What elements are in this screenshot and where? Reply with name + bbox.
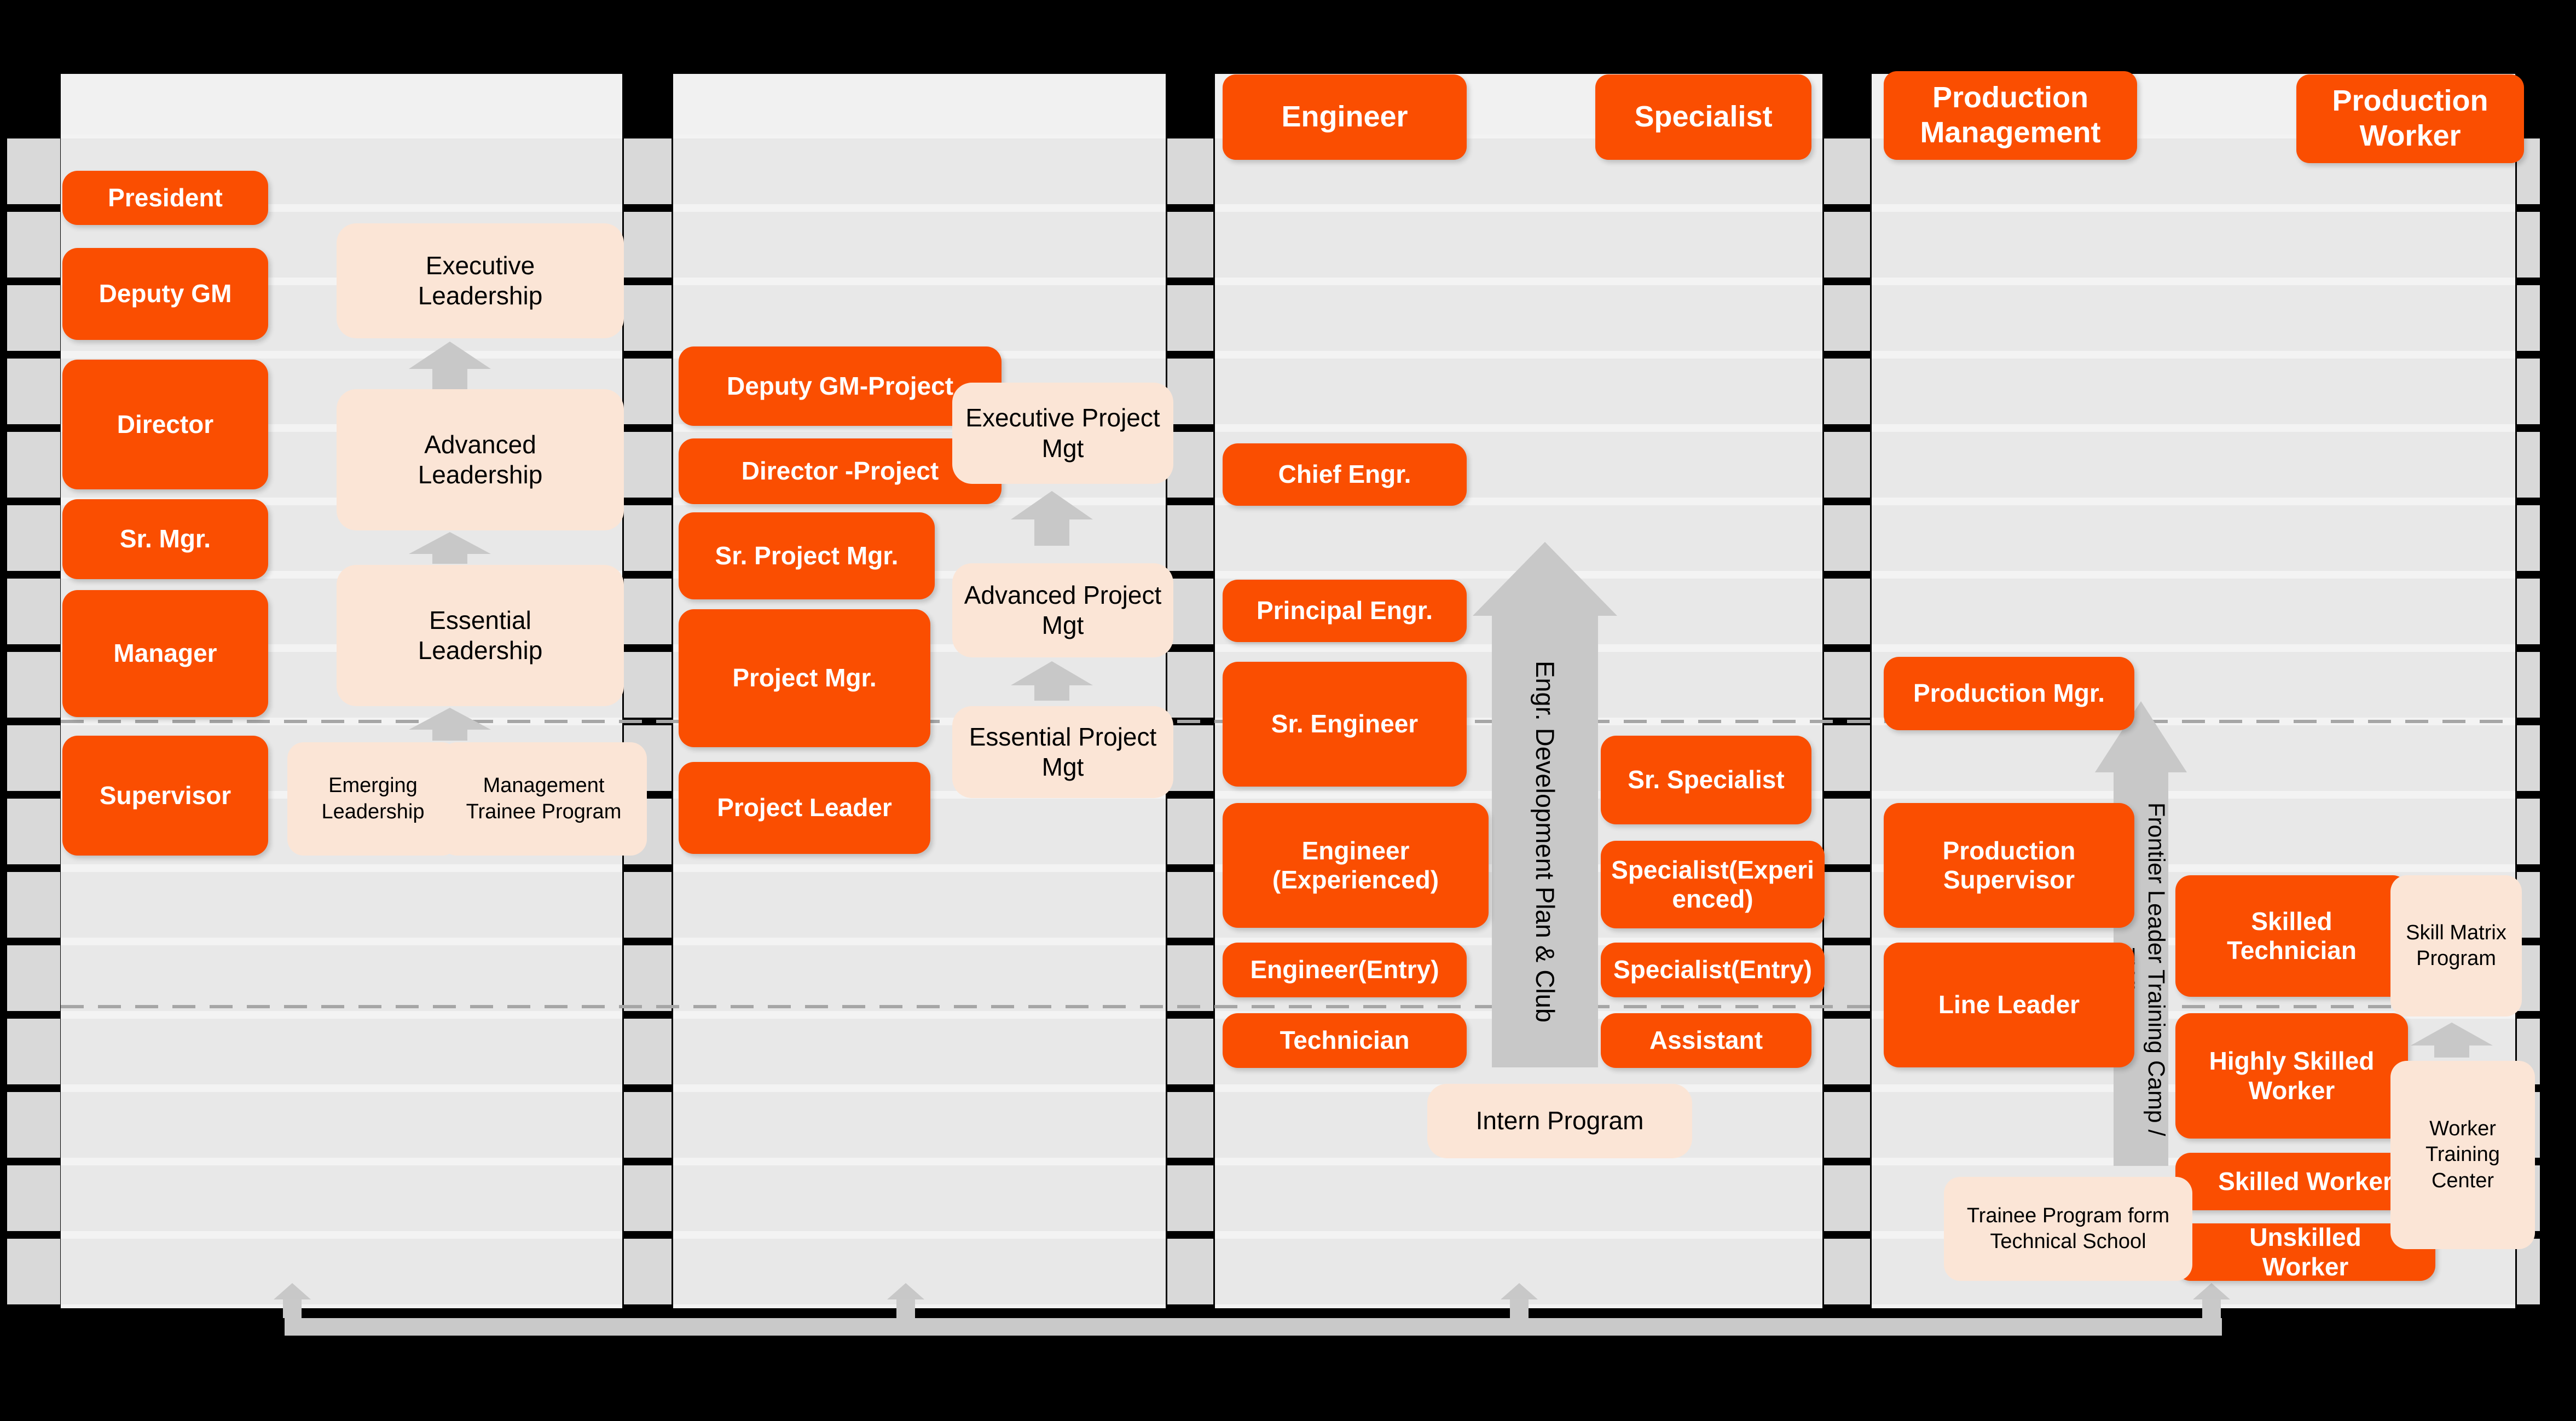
header-specialist: Specialist [1595,74,1811,160]
role-box-project-mgr: Project Mgr. [679,609,930,747]
role-box-engineer-experienced: Engineer (Experienced) [1223,803,1489,928]
program-box-essential-leadership: Essential Leadership [337,565,624,706]
frontier-leader-arrow-label-line1: Frontier Leader Training Camp / [2143,802,2169,1136]
grade-ruler-3 [1824,74,1870,1308]
grade-ruler-left [7,74,60,1308]
role-box-skilled-technician: Skilled Technician [2175,875,2408,997]
role-box-production-mgr: Production Mgr. [1884,657,2134,730]
program-box-executive-project-mgt: Executive Project Mgt [952,383,1173,484]
role-box-deputy-gm-project: Deputy GM-Project [679,346,1002,426]
role-box-sr-project-mgr: Sr. Project Mgr. [679,512,935,599]
program-box-executive-leadership: Executive Leadership [337,223,624,338]
role-box-chief-engr: Chief Engr. [1223,443,1467,506]
up-arrow-advanced-to-executive-leadership [409,342,491,389]
role-box-supervisor: Supervisor [62,736,268,856]
program-box-advanced-leadership: Advanced Leadership [337,389,624,530]
engr-development-arrow [1473,542,1617,1067]
up-arrow-emerging-to-essential-leadership [409,708,491,741]
program-box-worker-training-center: Worker Training Center [2390,1061,2535,1249]
role-box-deputy-gm: Deputy GM [62,248,268,340]
role-box-highly-skilled-worker: Highly Skilled Worker [2175,1013,2408,1139]
role-box-director: Director [62,360,268,489]
up-arrow-advanced-to-executive-project-mgt [1011,491,1093,546]
up-arrow-essential-to-advanced-project-mgt [1011,661,1093,701]
role-box-technician: Technician [1223,1013,1467,1068]
grade-ruler-2 [1167,74,1213,1308]
grade-dashed-line-lower [61,1005,2515,1008]
engr-development-arrow-label: Engr. Development Plan & Club [1531,661,1560,1023]
header-engineer: Engineer [1223,74,1467,160]
role-box-production-supervisor: Production Supervisor [1884,803,2134,928]
role-box-specialist-experienced: Specialist(Experienced) [1601,841,1825,928]
program-box-management-trainee-program: Management Trainee Program [441,742,647,856]
role-box-president: President [62,171,268,225]
role-box-manager: Manager [62,590,268,717]
bottom-connector-stem-1 [283,1299,302,1318]
header-production-worker: Production Worker [2296,74,2524,163]
program-box-emerging-leadership: Emerging Leadership [287,742,459,856]
program-box-essential-project-mgt: Essential Project Mgt [952,706,1173,798]
role-box-sr-engineer: Sr. Engineer [1223,662,1467,787]
program-box-trainee-program-technical-school: Trainee Program form Technical School [1944,1177,2192,1281]
up-arrow-worker-training-to-skill-matrix [2411,1023,2493,1058]
role-box-principal-engr: Principal Engr. [1223,580,1467,642]
role-box-sr-mgr: Sr. Mgr. [62,499,268,579]
bottom-up-arrowhead-3 [1501,1283,1538,1299]
bottom-up-arrowhead-2 [887,1283,924,1299]
bottom-connector-stem-3 [1510,1299,1529,1318]
header-production-management: Production Management [1884,71,2137,160]
role-box-director-project: Director -Project [679,438,1002,504]
bottom-connector-stem-2 [896,1299,915,1318]
role-box-assistant: Assistant [1601,1013,1811,1068]
bottom-up-arrowhead-right [2193,1283,2230,1299]
frontier-leader-arrow-label: Frontier Leader Training Camp / TWI [2111,772,2171,1166]
up-arrow-essential-to-advanced-leadership [409,532,491,564]
role-box-sr-specialist: Sr. Specialist [1601,736,1811,824]
bottom-connector-bar [285,1318,2222,1336]
program-box-skill-matrix-program: Skill Matrix Program [2390,875,2522,1016]
grade-ruler-1 [624,74,672,1308]
role-box-project-leader: Project Leader [679,762,930,854]
role-box-engineer-entry: Engineer(Entry) [1223,943,1467,997]
role-box-specialist-entry: Specialist(Entry) [1601,943,1825,997]
program-box-advanced-project-mgt: Advanced Project Mgt [952,563,1173,657]
program-box-intern-program: Intern Program [1427,1084,1692,1158]
bottom-connector-stem-right [2202,1299,2221,1318]
bottom-up-arrowhead-1 [274,1283,311,1299]
role-box-line-leader: Line Leader [1884,943,2134,1067]
